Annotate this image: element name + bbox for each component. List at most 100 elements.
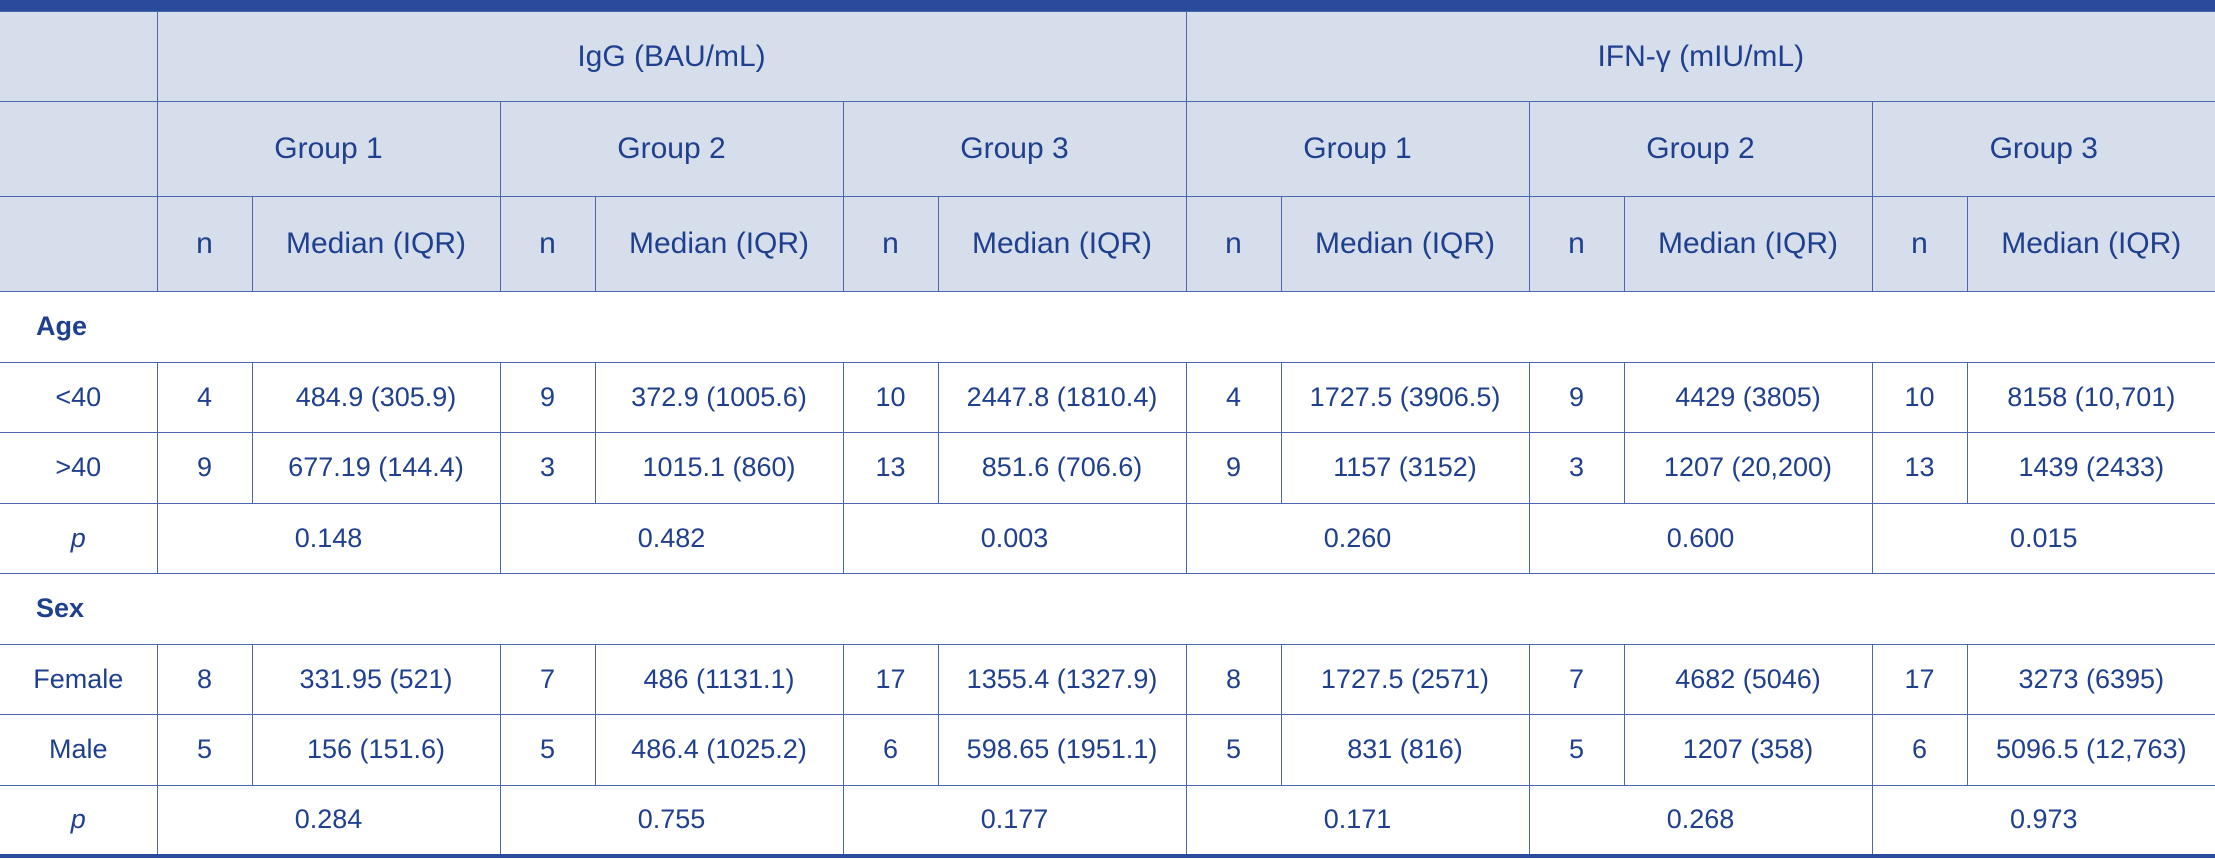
n-cell: 6 [1871,714,1968,786]
n-cell: 13 [1871,432,1968,504]
measure-header: IFN-γ (mIU/mL) [1185,11,2215,102]
row-label: >40 [0,432,158,504]
median-cell: 1355.4 (1327.9) [937,643,1187,715]
p-value: 0.003 [842,502,1187,574]
header-row: IgG (BAU/mL) IFN-γ (mIU/mL) [0,11,2215,102]
row-label: <40 [0,361,158,433]
group-header: Group 3 [842,101,1187,197]
median-cell: 3273 (6395) [1966,643,2215,715]
data-row: Female 8 331.95 (521) 7 486 (1131.1) 17 1355.4… [0,643,2215,715]
n-cell: 10 [842,361,939,433]
n-cell: 3 [499,432,596,504]
p-value: 0.171 [1185,784,1530,858]
median-cell: 1207 (358) [1623,714,1873,786]
n-cell: 17 [1871,643,1968,715]
group-header: Group 2 [499,101,844,197]
p-value: 0.482 [499,502,844,574]
median-cell: 2447.8 (1810.4) [937,361,1187,433]
median-cell: 372.9 (1005.6) [594,361,844,433]
median-cell: 331.95 (521) [251,643,501,715]
n-cell: 6 [842,714,939,786]
header-row: n Median (IQR) n Median (IQR) n Median (IQR) n… [0,196,2215,292]
median-cell: 1727.5 (2571) [1280,643,1530,715]
n-cell: 9 [1528,361,1625,433]
median-cell: 831 (816) [1280,714,1530,786]
n-cell: 5 [1185,714,1282,786]
column-header: n [499,196,596,292]
p-value: 0.973 [1871,784,2215,858]
n-cell: 8 [1185,643,1282,715]
p-value: 0.268 [1528,784,1873,858]
corner-cell [0,196,158,292]
p-value: 0.600 [1528,502,1873,574]
p-value: 0.015 [1871,502,2215,574]
median-cell: 4429 (3805) [1623,361,1873,433]
group-header: Group 2 [1528,101,1873,197]
row-label: Male [0,714,158,786]
corner-cell [0,11,158,102]
n-cell: 5 [156,714,253,786]
column-header: Median (IQR) [937,196,1187,292]
n-cell: 3 [1528,432,1625,504]
group-header: Group 1 [1185,101,1530,197]
top-bar [0,0,2215,11]
p-row: p 0.284 0.755 0.177 0.171 0.268 0.973 [0,784,2215,858]
table-body: Age <40 4 484.9 (305.9) 9 372.9 (1005.6) 10 244… [0,291,2215,858]
column-header: n [156,196,253,292]
median-cell: 1727.5 (3906.5) [1280,361,1530,433]
group-header: Group 1 [156,101,501,197]
n-cell: 4 [1185,361,1282,433]
p-value: 0.177 [842,784,1187,858]
row-label: Female [0,643,158,715]
column-header: n [1528,196,1625,292]
table-header: IgG (BAU/mL) IFN-γ (mIU/mL) Group 1 Group 2… [0,11,2215,292]
section-title: Age [0,291,2215,363]
results-table: IgG (BAU/mL) IFN-γ (mIU/mL) Group 1 Group 2… [0,11,2215,858]
median-cell: 486 (1131.1) [594,643,844,715]
median-cell: 156 (151.6) [251,714,501,786]
n-cell: 5 [499,714,596,786]
median-cell: 677.19 (144.4) [251,432,501,504]
data-row: <40 4 484.9 (305.9) 9 372.9 (1005.6) 10 2447.8… [0,361,2215,433]
column-header: Median (IQR) [594,196,844,292]
median-cell: 5096.5 (12,763) [1966,714,2215,786]
median-cell: 1157 (3152) [1280,432,1530,504]
header-row: Group 1 Group 2 Group 3 Group 1 Group 2 Group… [0,101,2215,197]
group-header: Group 3 [1871,101,2215,197]
corner-cell [0,101,158,197]
section-row: Age [0,291,2215,363]
n-cell: 8 [156,643,253,715]
n-cell: 10 [1871,361,1968,433]
p-label: p [0,784,158,858]
p-value: 0.755 [499,784,844,858]
column-header: Median (IQR) [251,196,501,292]
median-cell: 8158 (10,701) [1966,361,2215,433]
data-row: Male 5 156 (151.6) 5 486.4 (1025.2) 6 598.65 (… [0,714,2215,786]
n-cell: 9 [499,361,596,433]
median-cell: 598.65 (1951.1) [937,714,1187,786]
n-cell: 4 [156,361,253,433]
n-cell: 9 [156,432,253,504]
section-row: Sex [0,573,2215,645]
median-cell: 1015.1 (860) [594,432,844,504]
p-value: 0.260 [1185,502,1530,574]
n-cell: 17 [842,643,939,715]
median-cell: 1439 (2433) [1966,432,2215,504]
column-header: Median (IQR) [1280,196,1530,292]
measure-header: IgG (BAU/mL) [156,11,1187,102]
p-value: 0.284 [156,784,501,858]
column-header: n [1185,196,1282,292]
section-title: Sex [0,573,2215,645]
n-cell: 7 [1528,643,1625,715]
column-header: n [842,196,939,292]
n-cell: 5 [1528,714,1625,786]
median-cell: 851.6 (706.6) [937,432,1187,504]
n-cell: 7 [499,643,596,715]
median-cell: 484.9 (305.9) [251,361,501,433]
p-row: p 0.148 0.482 0.003 0.260 0.600 0.015 [0,502,2215,574]
column-header: Median (IQR) [1966,196,2215,292]
p-label: p [0,502,158,574]
column-header: Median (IQR) [1623,196,1873,292]
median-cell: 486.4 (1025.2) [594,714,844,786]
